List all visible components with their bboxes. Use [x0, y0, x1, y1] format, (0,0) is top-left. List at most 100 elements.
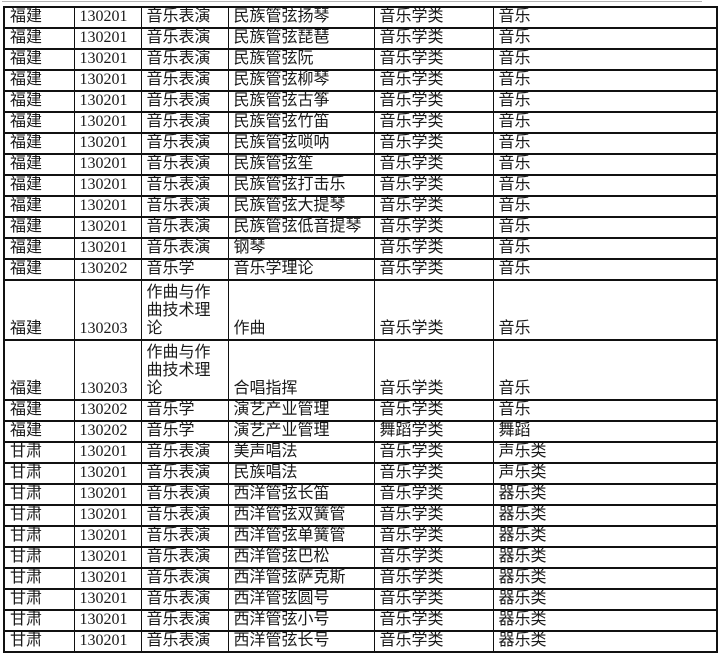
cell-major-direction: 合唱指挥	[227, 339, 375, 401]
cell-major-code: 130201	[73, 111, 142, 134]
cell-subject-category: 音乐学类	[373, 216, 494, 239]
table-row: 甘肃 130201 音乐表演 西洋管弦长号 音乐学类 器乐类	[3, 630, 718, 653]
cell-major-direction: 民族管弦唢呐	[227, 132, 375, 155]
cell-province: 甘肃	[3, 483, 75, 506]
cell-major-name: 音乐学	[140, 399, 229, 422]
cell-province: 甘肃	[3, 609, 75, 632]
cell-major-direction: 民族管弦大提琴	[227, 195, 375, 218]
table-row: 甘肃 130201 音乐表演 西洋管弦双簧管 音乐学类 器乐类	[3, 504, 718, 527]
cell-major-code: 130201	[73, 69, 142, 92]
cell-province: 福建	[3, 153, 75, 176]
cell-major-name-text: 音乐表演	[146, 632, 211, 649]
cell-major-direction: 西洋管弦萨克斯	[227, 567, 375, 590]
cell-major-name-text: 音乐学	[146, 260, 195, 277]
cell-major-name-text: 音乐表演	[146, 569, 211, 586]
table-row: 福建 130201 音乐表演 民族管弦低音提琴 音乐学类 音乐	[3, 216, 718, 239]
table-row: 福建 130201 音乐表演 民族管弦扬琴 音乐学类 音乐	[3, 6, 718, 29]
cell-major-name: 音乐表演	[140, 504, 229, 527]
cell-major-name-text: 音乐表演	[146, 197, 211, 214]
cell-subject-category: 音乐学类	[373, 69, 494, 92]
cell-major-direction: 西洋管弦巴松	[227, 546, 375, 569]
cell-major-code: 130202	[73, 258, 142, 281]
cell-major-name: 音乐表演	[140, 174, 229, 197]
cell-exam-category: 器乐类	[492, 609, 718, 632]
cell-subject-category: 音乐学类	[373, 339, 494, 401]
cell-subject-category: 音乐学类	[373, 483, 494, 506]
cell-province: 甘肃	[3, 567, 75, 590]
cell-major-name-text: 音乐表演	[146, 485, 211, 502]
cell-major-name-text: 音乐学	[146, 422, 195, 439]
cell-subject-category: 音乐学类	[373, 504, 494, 527]
table-row: 福建 130201 音乐表演 民族管弦打击乐 音乐学类 音乐	[3, 174, 718, 197]
cell-major-name-text: 音乐表演	[146, 155, 211, 172]
cell-province: 福建	[3, 420, 75, 443]
cell-major-code: 130201	[73, 609, 142, 632]
cell-exam-category: 音乐	[492, 48, 718, 71]
cell-subject-category: 音乐学类	[373, 258, 494, 281]
cell-exam-category: 器乐类	[492, 483, 718, 506]
cell-major-direction: 西洋管弦小号	[227, 609, 375, 632]
cell-major-name-text: 音乐表演	[146, 527, 211, 544]
cell-subject-category: 音乐学类	[373, 27, 494, 50]
cell-exam-category: 器乐类	[492, 504, 718, 527]
table-row: 甘肃 130201 音乐表演 西洋管弦单簧管 音乐学类 器乐类	[3, 525, 718, 548]
cell-major-code: 130201	[73, 174, 142, 197]
cell-major-direction: 西洋管弦圆号	[227, 588, 375, 611]
table-row: 福建 130201 音乐表演 民族管弦柳琴 音乐学类 音乐	[3, 69, 718, 92]
cell-major-name-text: 音乐表演	[146, 611, 211, 628]
cell-subject-category: 音乐学类	[373, 567, 494, 590]
cell-major-name: 音乐表演	[140, 111, 229, 134]
cell-major-name-text: 音乐表演	[146, 92, 211, 109]
cell-subject-category: 舞蹈学类	[373, 420, 494, 443]
cell-exam-category: 音乐	[492, 111, 718, 134]
cell-province: 福建	[3, 258, 75, 281]
cell-major-code: 130202	[73, 420, 142, 443]
cell-exam-category: 音乐	[492, 399, 718, 422]
cell-major-direction: 民族唱法	[227, 462, 375, 485]
cell-major-name: 音乐表演	[140, 6, 229, 29]
cell-major-code: 130201	[73, 237, 142, 260]
cell-major-direction: 音乐学理论	[227, 258, 375, 281]
cell-province: 福建	[3, 279, 75, 341]
cell-major-code: 130201	[73, 483, 142, 506]
cell-subject-category: 音乐学类	[373, 441, 494, 464]
cell-major-code: 130201	[73, 27, 142, 50]
cell-province: 福建	[3, 27, 75, 50]
cell-subject-category: 音乐学类	[373, 630, 494, 653]
table-row: 福建 130202 音乐学 演艺产业管理 舞蹈学类 舞蹈	[3, 420, 718, 443]
cell-subject-category: 音乐学类	[373, 90, 494, 113]
cell-major-name-text: 音乐表演	[146, 71, 211, 88]
cell-province: 甘肃	[3, 630, 75, 653]
cell-province: 福建	[3, 6, 75, 29]
cell-province: 福建	[3, 216, 75, 239]
majors-table: 福建 130201 音乐表演 民族管弦扬琴 音乐学类 音乐 福建 130201 音乐表演 民族管弦…	[3, 6, 718, 653]
cell-major-code: 130203	[73, 339, 142, 401]
cell-major-code: 130201	[73, 504, 142, 527]
cell-major-direction: 民族管弦柳琴	[227, 69, 375, 92]
cell-province: 福建	[3, 69, 75, 92]
cell-major-name-text: 音乐学	[146, 401, 195, 418]
cell-province: 福建	[3, 174, 75, 197]
table-row: 福建 130201 音乐表演 钢琴 音乐学类 音乐	[3, 237, 718, 260]
cell-province: 福建	[3, 237, 75, 260]
table-row: 福建 130203 作曲与作曲技术理论 作曲 音乐学类 音乐	[3, 279, 718, 341]
cell-exam-category: 音乐	[492, 237, 718, 260]
table-row: 福建 130201 音乐表演 民族管弦唢呐 音乐学类 音乐	[3, 132, 718, 155]
cell-subject-category: 音乐学类	[373, 588, 494, 611]
cell-major-name: 音乐表演	[140, 69, 229, 92]
table-row: 福建 130201 音乐表演 民族管弦古筝 音乐学类 音乐	[3, 90, 718, 113]
table-row: 福建 130202 音乐学 音乐学理论 音乐学类 音乐	[3, 258, 718, 281]
cell-exam-category: 声乐类	[492, 462, 718, 485]
cell-subject-category: 音乐学类	[373, 546, 494, 569]
cell-major-name-text: 音乐表演	[146, 590, 211, 607]
top-divider-line	[2, 1, 702, 2]
cell-exam-category: 音乐	[492, 27, 718, 50]
cell-subject-category: 音乐学类	[373, 6, 494, 29]
cell-subject-category: 音乐学类	[373, 525, 494, 548]
cell-major-name-text: 音乐表演	[146, 113, 211, 130]
cell-major-name-text: 音乐表演	[146, 239, 211, 256]
cell-major-code: 130201	[73, 90, 142, 113]
cell-province: 福建	[3, 195, 75, 218]
cell-province: 甘肃	[3, 504, 75, 527]
cell-major-direction: 民族管弦古筝	[227, 90, 375, 113]
